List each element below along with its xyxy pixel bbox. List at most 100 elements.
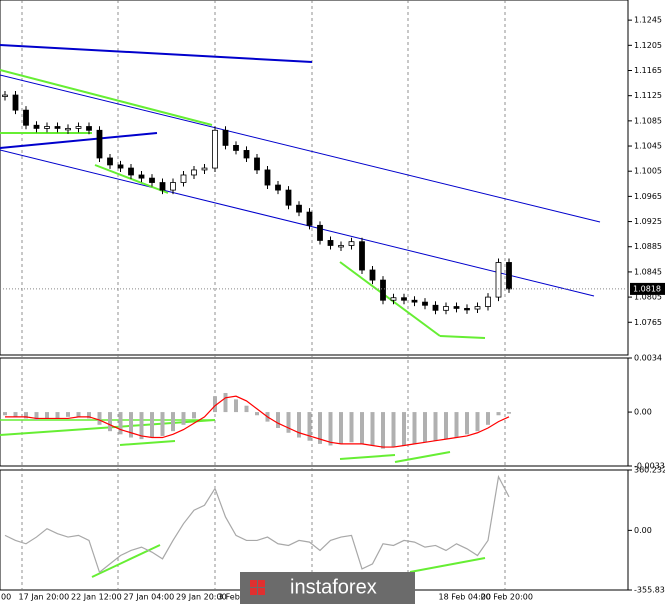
macd-bar — [160, 412, 165, 436]
macd-bar — [129, 412, 133, 438]
candle-body — [275, 184, 281, 191]
macd-bar — [234, 399, 238, 413]
y-tick-label: 0.00 — [634, 526, 652, 535]
y-tick-label: 1.0885 — [634, 242, 662, 251]
candle-body — [191, 169, 197, 176]
x-tick-label: 29 Jan 20:00 — [176, 593, 227, 602]
macd-bar — [454, 412, 459, 438]
y-tick-label: -355.8331 — [634, 586, 665, 595]
macd-bar — [496, 412, 501, 416]
candle-body — [201, 167, 208, 171]
y-tick-label: 0.00 — [634, 408, 652, 417]
x-tick-label: 20 Feb 20:00 — [481, 593, 533, 602]
macd-bar — [465, 412, 469, 435]
candle-body — [359, 241, 365, 271]
macd-bar — [391, 412, 396, 448]
candle-body — [54, 126, 61, 129]
candle-body — [254, 157, 260, 171]
candle-body — [338, 245, 344, 248]
candle-body — [464, 308, 470, 311]
macd-bar — [297, 412, 301, 438]
macd-bar — [97, 412, 102, 425]
candle-body — [495, 262, 502, 298]
y-tick-label: 1.1245 — [634, 16, 662, 25]
candle-body — [380, 279, 386, 301]
candle-body — [348, 241, 355, 246]
macd-bar — [24, 412, 28, 419]
candle-body — [453, 306, 460, 309]
macd-bar — [381, 412, 385, 449]
macd-bar — [150, 412, 154, 438]
y-tick-label: 1.0765 — [634, 318, 662, 327]
y-tick-label: 1.1005 — [634, 167, 662, 176]
macd-bar — [328, 412, 333, 446]
current-price-label: 1.0818 — [633, 284, 661, 293]
candle-body — [170, 182, 176, 191]
x-tick-label: 27 Jan 04:00 — [124, 593, 175, 602]
watermark-text: instaforex — [290, 576, 377, 598]
macd-bar — [213, 396, 217, 413]
candle-body — [222, 129, 229, 146]
macd-bar — [66, 412, 70, 417]
candle-body — [485, 296, 491, 307]
candle-body — [422, 301, 428, 306]
macd-bar — [475, 412, 480, 432]
macd-bar — [307, 412, 312, 441]
y-tick-label: -0.00339 — [634, 462, 665, 471]
macd-bar — [34, 412, 39, 421]
macd-bar — [318, 412, 322, 444]
macd-bar — [118, 412, 123, 435]
macd-bar — [286, 412, 291, 433]
candle-body — [369, 269, 376, 281]
macd-bar — [171, 412, 175, 432]
macd-bar — [244, 405, 249, 413]
candle-body — [233, 144, 239, 151]
candle-body — [86, 126, 92, 131]
candle-body — [149, 177, 155, 183]
y-tick-label: 1.1045 — [634, 142, 662, 151]
x-tick-label: 18 Feb 04:00 — [439, 593, 491, 602]
candle-body — [2, 94, 8, 97]
macd-bar — [76, 412, 81, 417]
macd-bar — [507, 412, 511, 414]
y-tick-label: 1.0805 — [634, 293, 662, 302]
macd-bar — [423, 412, 427, 443]
candle-body — [107, 157, 113, 166]
candle-body — [390, 297, 397, 301]
candle-body — [75, 126, 82, 129]
candle-body — [243, 150, 250, 159]
macd-bar — [87, 412, 91, 419]
candle-body — [180, 174, 187, 183]
candle-body — [212, 129, 218, 169]
macd-bar — [276, 412, 280, 428]
y-tick-label: 360.2329 — [634, 466, 665, 475]
macd-bar — [370, 412, 375, 446]
candle-body — [296, 204, 302, 213]
macd-bar — [349, 412, 354, 443]
macd-bar — [433, 412, 438, 441]
macd-bar — [360, 412, 364, 444]
x-tick-label: 3 Feb — [218, 593, 240, 602]
y-tick-label: 1.1205 — [634, 41, 662, 50]
candle-body — [474, 306, 481, 310]
x-tick-label: 00 — [1, 593, 11, 602]
signal-line — [5, 395, 510, 448]
candle-body — [432, 304, 439, 311]
macd-bar — [223, 392, 228, 413]
vertical-grid — [21, 0, 506, 590]
candle-body — [23, 109, 29, 126]
macd-bar — [486, 412, 490, 425]
x-tick-label: 22 Jan 12:00 — [71, 593, 122, 602]
price-panel — [0, 0, 629, 356]
candle-body — [96, 129, 103, 159]
candle-body — [411, 299, 418, 303]
candle-body — [159, 182, 166, 191]
macd-panel — [0, 357, 629, 467]
candle-body — [65, 128, 71, 131]
y-tick-label: 1.1085 — [634, 116, 662, 125]
candle-body — [327, 240, 334, 246]
candle-body — [317, 224, 323, 241]
macd-bar — [339, 412, 343, 444]
macd-bar — [181, 412, 186, 425]
macd-bar — [444, 412, 448, 440]
